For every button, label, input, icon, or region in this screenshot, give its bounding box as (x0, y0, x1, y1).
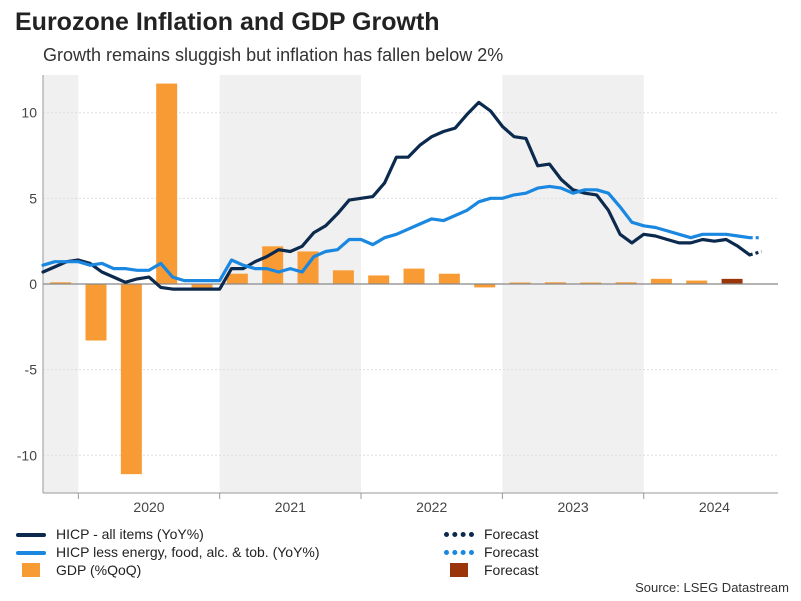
chart-title: Eurozone Inflation and GDP Growth (15, 8, 440, 36)
gridlines (43, 112, 778, 456)
gdp-bar (403, 268, 425, 284)
gdp-bar (650, 278, 672, 284)
legend-swatch-forecast-gdp (450, 563, 468, 577)
gdp-bar (438, 273, 460, 284)
gdp-bars (50, 83, 743, 475)
y-tick-label: 5 (29, 190, 37, 206)
legend-swatch-core (16, 551, 46, 555)
tick-labels: -10 -5 0 5 10 2020 2021 2022 2023 2024 (17, 105, 730, 515)
gdp-bar (85, 284, 107, 341)
legend-label-forecast-hicp: Forecast (484, 526, 539, 542)
legend-swatch-hicp (16, 533, 46, 537)
inflation-lines (41, 100, 762, 291)
y-tick-label: 10 (21, 105, 37, 121)
x-tick-label: 2020 (133, 499, 164, 515)
x-tick-label: 2022 (416, 499, 447, 515)
y-tick-label: -10 (17, 447, 37, 463)
legend-swatch-forecast-hicp (444, 532, 474, 537)
gdp-bar (50, 282, 72, 284)
legend-label-core: HICP less energy, food, alc. & tob. (YoY… (56, 544, 320, 560)
source-note: Source: LSEG Datastream (635, 580, 789, 595)
gdp-bar (368, 275, 390, 284)
gdp-bar (191, 284, 213, 290)
gdp-bar (580, 282, 602, 284)
legend-swatch-gdp (22, 563, 40, 577)
axes (42, 75, 778, 499)
legend-label-forecast-core: Forecast (484, 544, 539, 560)
legend-swatch-forecast-core (444, 550, 474, 555)
gdp-bar (120, 284, 142, 475)
legend-label-hicp: HICP - all items (YoY%) (56, 526, 204, 542)
gdp-bar (544, 282, 566, 284)
gdp-bar (474, 284, 496, 288)
hicp-line (41, 100, 752, 291)
gdp-bar (332, 270, 354, 284)
gdp-bar (156, 83, 178, 284)
x-tick-label: 2024 (699, 499, 730, 515)
gdp-bar (686, 280, 708, 284)
legend-label-forecast-gdp: Forecast (484, 562, 539, 578)
gdp-bar (615, 282, 637, 284)
gdp-bar (226, 273, 248, 284)
x-tick-label: 2023 (557, 499, 588, 515)
legend-label-gdp: GDP (%QoQ) (56, 562, 142, 578)
gdp-bar (509, 282, 531, 284)
hicp-forecast-line (749, 249, 762, 257)
x-tick-label: 2021 (275, 499, 306, 515)
chart-subtitle: Growth remains sluggish but inflation ha… (43, 45, 504, 65)
y-tick-label: 0 (29, 276, 37, 292)
core-line (41, 184, 752, 283)
y-tick-label: -5 (25, 362, 38, 378)
gdp-bar-forecast (721, 278, 743, 284)
